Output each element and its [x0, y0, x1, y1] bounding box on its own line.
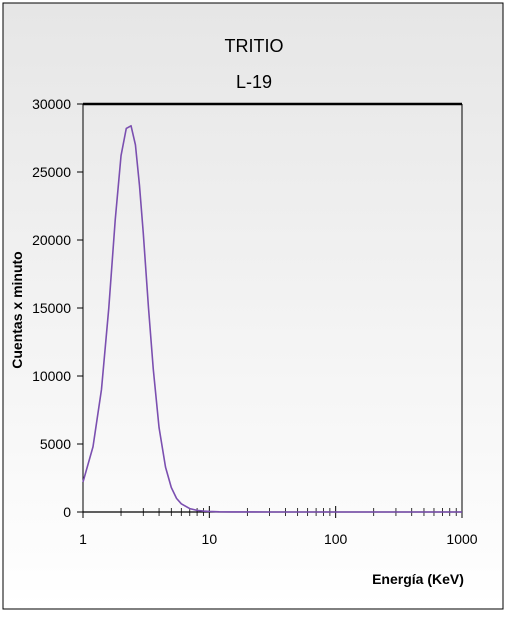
chart-background [2, 2, 504, 610]
y-tick-label: 20000 [32, 232, 71, 248]
chart-subtitle: L-19 [236, 72, 272, 92]
x-axis-title: Energía (KeV) [372, 571, 464, 587]
chart-title: TRITIO [225, 36, 284, 56]
plot-area: 0 5000 10000 15000 20000 25000 30000 1 10 100 1000 [32, 96, 478, 547]
x-tick-label: 1000 [446, 531, 477, 547]
y-tick-label: 0 [63, 504, 71, 520]
y-tick-label: 10000 [32, 368, 71, 384]
y-axis-title: Cuentas x minuto [9, 251, 25, 368]
y-tick-label: 15000 [32, 300, 71, 316]
y-tick-label: 5000 [40, 436, 71, 452]
x-tick-label: 1 [79, 531, 87, 547]
y-tick-label: 30000 [32, 96, 71, 112]
x-tick-label: 10 [202, 531, 218, 547]
series-line [82, 124, 462, 513]
x-tick-label: 100 [324, 531, 348, 547]
y-tick-label: 25000 [32, 164, 71, 180]
